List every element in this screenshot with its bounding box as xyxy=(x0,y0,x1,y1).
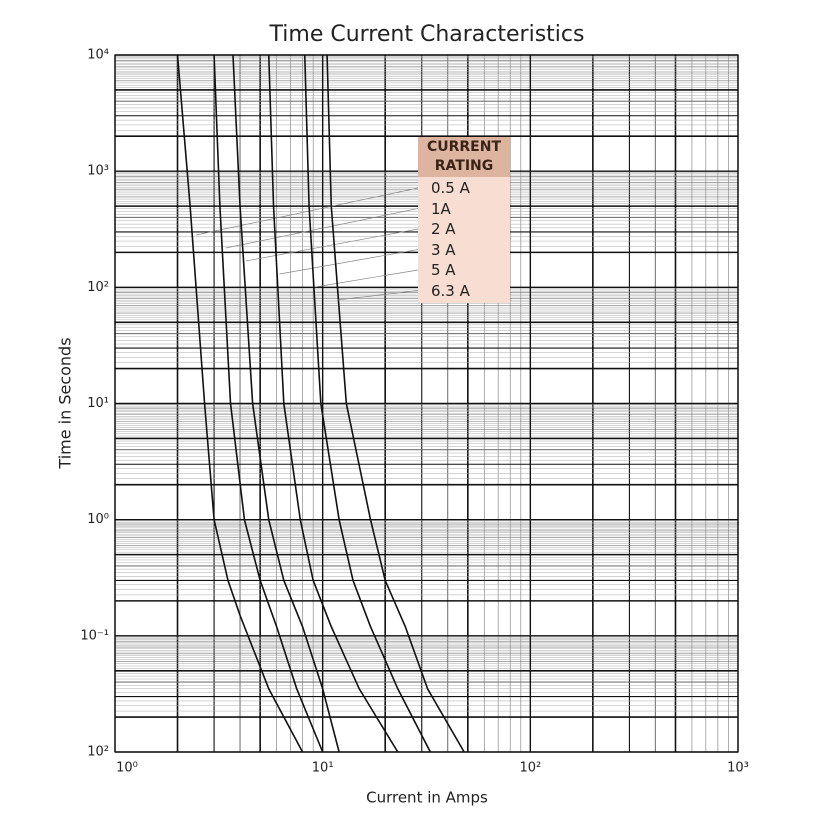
y-tick-label: 10¹ xyxy=(87,396,109,411)
legend-entry: 5 A xyxy=(431,261,456,279)
legend-body: 0.5 A 1A 2 A 3 A 5 A 6.3 A xyxy=(418,177,510,303)
legend-entry: 2 A xyxy=(431,220,456,238)
series-line xyxy=(303,54,432,753)
series-line xyxy=(213,54,324,753)
x-axis-label: Current in Amps xyxy=(366,789,488,807)
y-tick-label: 10² xyxy=(87,745,109,760)
x-tick-label: 10⁰ xyxy=(116,761,138,776)
x-tick-label: 10¹ xyxy=(312,761,334,776)
series-line xyxy=(267,54,399,753)
legend-entry: 1A xyxy=(431,199,451,218)
legend-leader xyxy=(225,208,419,249)
legend-leader xyxy=(337,290,419,301)
legend-title: CURRENT RATING xyxy=(418,137,510,177)
y-tick-label: 10⁴ xyxy=(87,48,109,63)
y-tick-label: 10⁻¹ xyxy=(80,628,109,643)
legend-entry: 3 A xyxy=(431,240,456,259)
plot: 10⁰ 10¹ 10² 10³ 10² 10⁻¹ 10⁰ 10¹ 10² 10³ 10⁴ xyxy=(80,48,749,776)
y-axis-label: Time in Seconds xyxy=(56,337,75,469)
x-tick-label: 10² xyxy=(519,761,541,776)
plot-frame xyxy=(114,54,739,753)
x-tick-label: 10³ xyxy=(727,761,749,776)
legend-entry: 6.3 A xyxy=(431,281,470,300)
legend-leader xyxy=(279,249,419,275)
legend-leader xyxy=(245,228,419,262)
y-tick-label: 10² xyxy=(87,280,109,295)
y-tick-label: 10⁰ xyxy=(87,512,109,527)
legend-entry: 0.5 A xyxy=(431,179,470,197)
series-line xyxy=(232,54,340,753)
legend-leader xyxy=(315,269,419,288)
y-tick-label: 10³ xyxy=(87,164,109,179)
legend: CURRENT RATING 0.5 A 1A 2 A 3 A 5 A 6.3 A xyxy=(418,137,510,303)
series-line xyxy=(326,54,465,753)
legend-leader xyxy=(196,187,419,236)
chart-title: Time Current Characteristics xyxy=(269,22,585,47)
series-line xyxy=(176,54,304,753)
